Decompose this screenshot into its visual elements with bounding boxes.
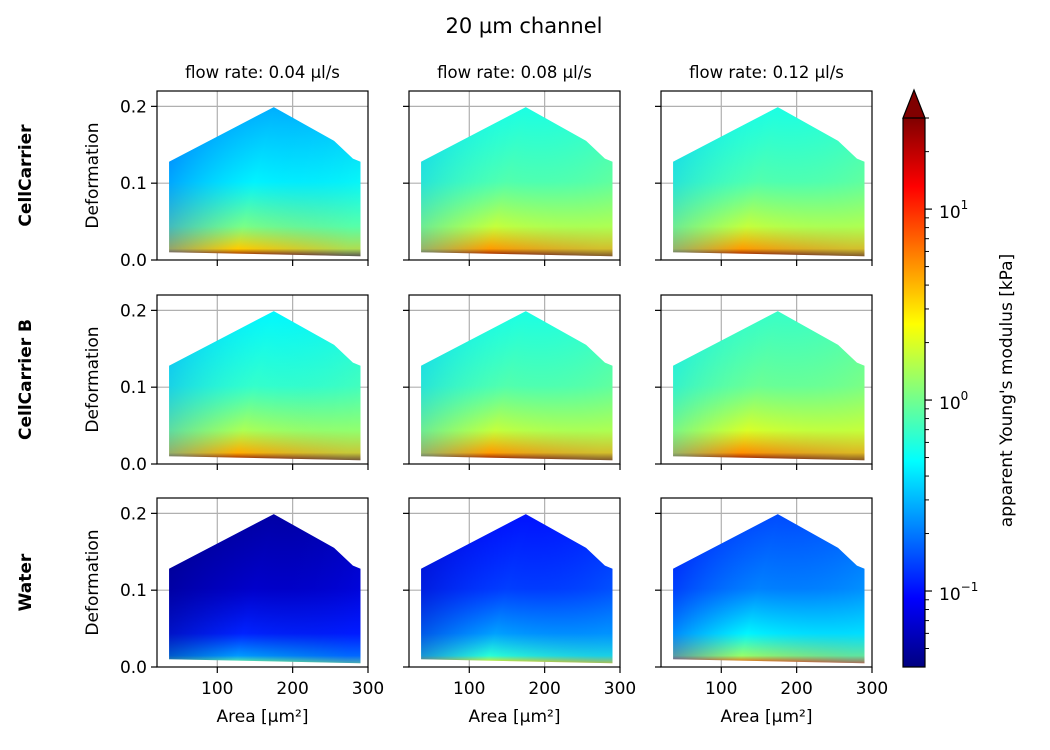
stiffness-region-overlay	[673, 107, 865, 257]
stiffness-region-overlay	[169, 107, 361, 257]
panel-0-1: flow rate: 0.08 µl/s	[403, 63, 621, 266]
panel-0-2: flow rate: 0.12 µl/s	[655, 63, 873, 266]
xtick-label: 100	[453, 679, 485, 699]
ytick-label: 0.2	[120, 97, 147, 117]
colorbar-tick-label: 100	[939, 389, 968, 414]
xtick-label: 100	[201, 679, 233, 699]
xtick-label: 100	[705, 679, 737, 699]
colorbar-tick-label: 101	[939, 198, 968, 223]
row-label: Water	[16, 553, 36, 611]
y-axis-label: Deformation	[83, 529, 103, 635]
colorbar-tick-exponent: 0	[961, 389, 969, 403]
panel-2-0: 100 200 300 0.0 0.1 0.2 Area [µm²] Deformation	[83, 497, 384, 727]
ytick-label: 0.1	[120, 378, 147, 398]
axes-frame	[156, 497, 369, 668]
axes-frame	[408, 90, 621, 261]
axes-frame	[660, 294, 873, 465]
axes-frame	[156, 294, 369, 465]
stiffness-region-overlay	[421, 311, 613, 461]
stiffness-region-overlay	[673, 311, 865, 461]
xtick-label: 300	[856, 679, 888, 699]
axes-frame	[408, 294, 621, 465]
ytick-label: 0.2	[120, 504, 147, 524]
xtick-label: 300	[604, 679, 636, 699]
ytick-label: 0.2	[120, 301, 147, 321]
y-axis-label: Deformation	[83, 122, 103, 228]
ytick-label: 0.0	[120, 455, 147, 475]
ytick-label: 0.0	[120, 658, 147, 678]
figure-title: 20 µm channel	[446, 14, 603, 38]
row-labels: CellCarrier CellCarrier B Water	[16, 124, 36, 612]
stiffness-region-overlay	[421, 107, 613, 257]
row-label: CellCarrier B	[16, 319, 36, 440]
axes-frame	[156, 90, 369, 261]
panel-grid: 0.0 0.1 0.2 flow rate: 0.04 µl/s Deformation…	[83, 63, 888, 727]
y-axis-label: Deformation	[83, 326, 103, 432]
xtick-label: 200	[528, 679, 560, 699]
colorbar-extend-arrow	[902, 88, 926, 119]
column-title: flow rate: 0.08 µl/s	[437, 63, 592, 82]
colorbar-gradient	[903, 118, 925, 667]
xtick-label: 200	[780, 679, 812, 699]
column-title: flow rate: 0.04 µl/s	[185, 63, 340, 82]
colorbar-tick-label: 10−1	[939, 580, 978, 605]
axes-frame	[660, 497, 873, 668]
stiffness-region-overlay	[673, 514, 865, 664]
row-label: CellCarrier	[16, 124, 36, 227]
xtick-label: 200	[276, 679, 308, 699]
stiffness-region-overlay	[169, 514, 361, 664]
x-axis-label: Area [µm²]	[721, 707, 813, 727]
ytick-label: 0.0	[120, 251, 147, 271]
panel-1-1	[403, 294, 621, 470]
panel-1-2	[655, 294, 873, 470]
colorbar-label: apparent Young's modulus [kPa]	[997, 254, 1017, 527]
axes-frame	[660, 90, 873, 261]
x-axis-label: Area [µm²]	[217, 707, 309, 727]
column-title: flow rate: 0.12 µl/s	[689, 63, 844, 82]
ytick-label: 0.1	[120, 174, 147, 194]
panel-1-0: 0.0 0.1 0.2 Deformation	[83, 294, 369, 475]
axes-frame	[408, 497, 621, 668]
panel-2-2: 100 200 300 Area [µm²]	[655, 497, 888, 727]
colorbar-tick-exponent: 1	[961, 198, 969, 212]
colorbar-frame	[902, 118, 926, 668]
xtick-label: 300	[352, 679, 384, 699]
colorbar-tick-exponent: −1	[961, 580, 979, 594]
x-axis-label: Area [µm²]	[469, 707, 561, 727]
panel-2-1: 100 200 300 Area [µm²]	[403, 497, 636, 727]
ytick-label: 0.1	[120, 581, 147, 601]
panel-0-0: 0.0 0.1 0.2 flow rate: 0.04 µl/s Deformation	[83, 63, 369, 271]
stiffness-region-overlay	[421, 514, 613, 664]
stiffness-region-overlay	[169, 311, 361, 461]
